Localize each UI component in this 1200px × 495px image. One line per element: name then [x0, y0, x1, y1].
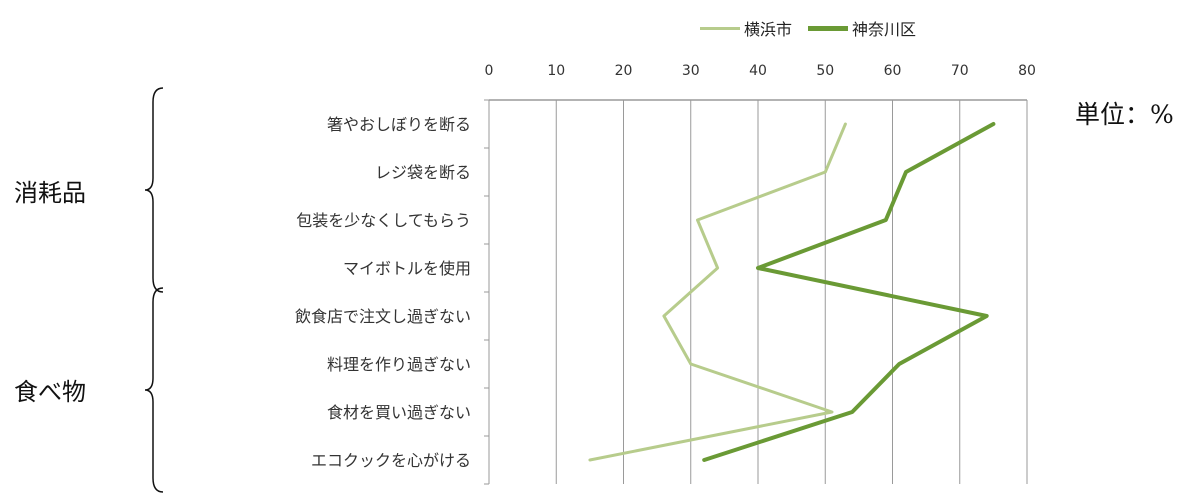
group-label-consumables: 消耗品	[14, 179, 86, 207]
x-axis-ticks: 0 10 20 30 40 50 60 70 80	[485, 63, 1036, 79]
legend-item-yokohama: 横浜市	[700, 16, 792, 40]
x-tick-label: 0	[485, 63, 494, 79]
legend: 横浜市 神奈川区	[700, 16, 932, 40]
category-label: 箸やおしぼりを断る	[327, 115, 471, 134]
legend-swatch-yokohama	[700, 26, 740, 30]
category-label: マイボトルを使用	[343, 259, 471, 278]
legend-swatch-kanagawa	[808, 25, 849, 31]
category-label: レジ袋を断る	[375, 163, 471, 182]
group-brace	[144, 287, 164, 493]
unit-label: 単位：%	[1075, 100, 1174, 129]
x-tick-label: 60	[884, 63, 902, 79]
series-line-kanagawa	[702, 122, 996, 462]
x-tick-label: 70	[951, 63, 969, 79]
x-tick-label: 50	[816, 63, 834, 79]
category-label: 料理を作り過ぎない	[327, 355, 471, 374]
category-label: 包装を少なくしてもらう	[296, 211, 471, 230]
legend-label-yokohama: 横浜市	[744, 20, 793, 39]
grid	[484, 99, 1028, 485]
category-label: 食材を買い過ぎない	[327, 403, 471, 422]
x-tick-label: 20	[615, 63, 633, 79]
x-tick-label: 10	[547, 63, 565, 79]
group-brace	[144, 87, 164, 293]
legend-label-kanagawa: 神奈川区	[852, 20, 917, 39]
group-label-food: 食べ物	[14, 378, 86, 406]
category-label: 飲食店で注文し過ぎない	[295, 307, 471, 326]
x-tick-label: 30	[682, 63, 700, 79]
x-tick-label: 80	[1018, 63, 1036, 79]
series-lines	[588, 122, 996, 462]
category-label: エコクックを心がける	[311, 451, 471, 470]
legend-item-kanagawa: 神奈川区	[808, 16, 916, 40]
group-braces	[144, 87, 164, 493]
series-line-yokohama	[588, 122, 847, 462]
category-labels: 箸やおしぼりを断るレジ袋を断る包装を少なくしてもらうマイボトルを使用飲食店で注文…	[295, 115, 471, 470]
x-tick-label: 40	[749, 63, 767, 79]
